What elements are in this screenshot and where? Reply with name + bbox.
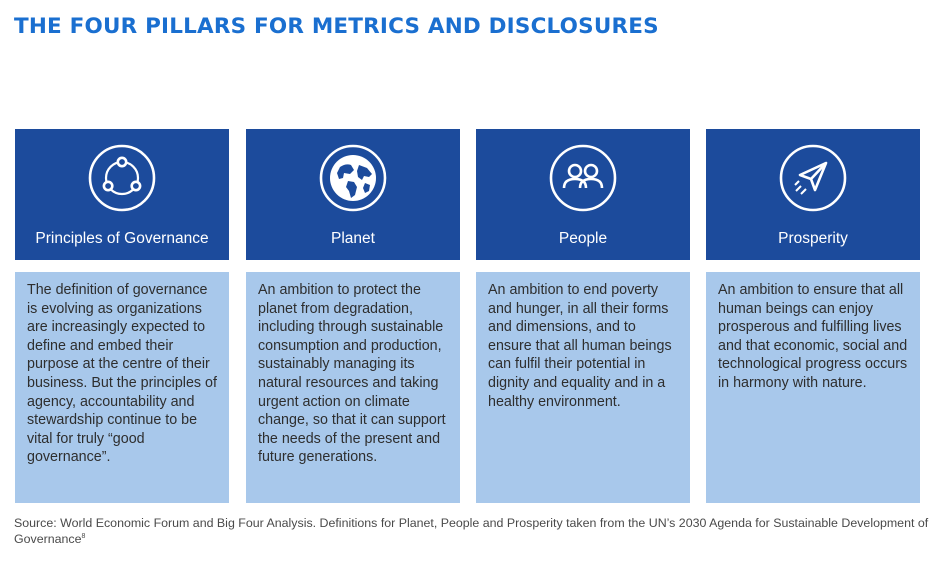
pillar-header: Principles of Governance — [15, 129, 229, 260]
pillar-people: People An ambition to end poverty and hu… — [476, 129, 690, 503]
footnote-marker: 8 — [81, 532, 86, 540]
pillar-title: Principles of Governance — [35, 230, 209, 247]
page-title: THE FOUR PILLARS FOR METRICS AND DISCLOS… — [14, 14, 659, 39]
people-icon — [548, 143, 618, 213]
pillar-header: Planet — [246, 129, 460, 260]
pillar-header: People — [476, 129, 690, 260]
source-text: Source: World Economic Forum and Big Fou… — [14, 516, 929, 546]
pillar-description: An ambition to ensure that all human bei… — [706, 272, 920, 503]
source-note: Source: World Economic Forum and Big Fou… — [14, 516, 929, 547]
pillar-governance: Principles of Governance The definition … — [15, 129, 229, 503]
pillar-header: Prosperity — [706, 129, 920, 260]
pillar-title: Planet — [331, 230, 375, 247]
globe-icon — [318, 143, 388, 213]
pillar-description: The definition of governance is evolving… — [15, 272, 229, 503]
paper-plane-icon — [778, 143, 848, 213]
pillar-prosperity: Prosperity An ambition to ensure that al… — [706, 129, 920, 503]
governance-cycle-icon — [87, 143, 157, 213]
pillar-title: Prosperity — [778, 230, 848, 247]
pillar-description: An ambition to protect the planet from d… — [246, 272, 460, 503]
pillar-title: People — [558, 230, 608, 247]
pillar-description: An ambition to end poverty and hunger, i… — [476, 272, 690, 503]
pillar-planet: Planet An ambition to protect the planet… — [246, 129, 460, 503]
